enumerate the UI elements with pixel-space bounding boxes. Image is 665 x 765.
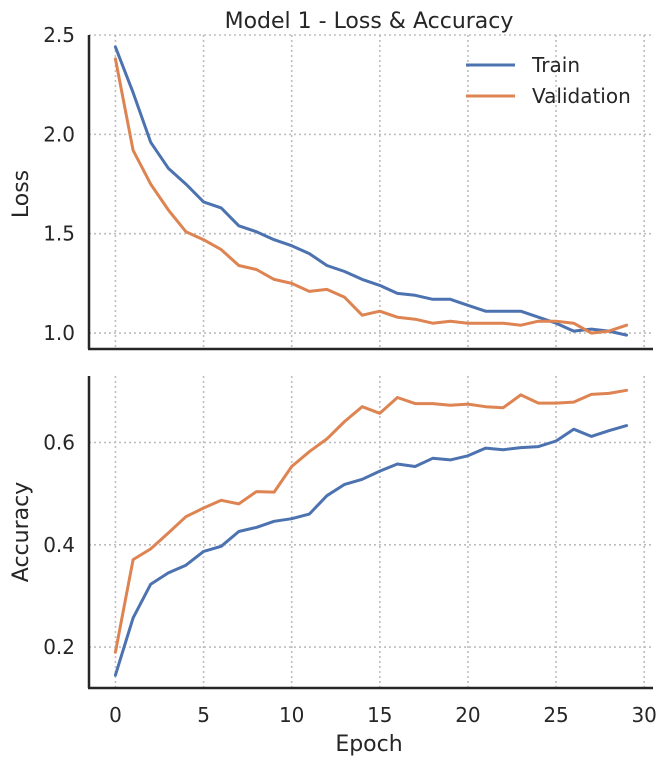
acc-series-validation-line	[113, 388, 629, 654]
loss-y-axis-label: Loss	[9, 170, 34, 218]
x-tick-label: 15	[367, 703, 392, 727]
legend-train-label: Train	[531, 53, 580, 77]
x-tick-label: 25	[543, 703, 568, 727]
loss-series-validation-line	[113, 57, 629, 335]
x-tick-label: 5	[197, 703, 210, 727]
accuracy-grid	[89, 376, 653, 688]
acc-series-train-line	[113, 424, 629, 677]
legend: Train Validation	[466, 53, 631, 108]
acc-y-tick-label: 0.2	[43, 635, 75, 659]
x-tick-label: 10	[279, 703, 304, 727]
legend-validation-label: Validation	[532, 84, 631, 108]
x-tick-label: 0	[109, 703, 122, 727]
loss-y-tick-label: 2.0	[43, 122, 75, 146]
accuracy-y-axis-label: Accuracy	[9, 482, 34, 582]
loss-y-tick-label: 2.5	[43, 23, 75, 47]
acc-y-tick-label: 0.4	[43, 533, 75, 557]
accuracy-series-lines	[113, 388, 629, 677]
loss-series-train-line	[113, 45, 629, 337]
loss-series-lines	[113, 45, 629, 337]
loss-y-ticks: 1.0 1.5 2.0 2.5	[43, 23, 75, 345]
accuracy-x-ticks: 0 5 10 15 20 25 30	[109, 703, 657, 727]
chart-title: Model 1 - Loss & Accuracy	[225, 9, 514, 34]
x-tick-label: 30	[631, 703, 656, 727]
accuracy-y-ticks: 0.2 0.4 0.6	[43, 430, 75, 659]
loss-y-tick-label: 1.5	[43, 222, 75, 246]
loss-grid	[89, 34, 653, 349]
x-tick-label: 20	[455, 703, 480, 727]
loss-panel: 1.0 1.5 2.0 2.5 Loss Train Validation	[9, 23, 653, 351]
accuracy-panel: 0.2 0.4 0.6 0 5 10 15 20 25 30 Accuracy Epoch	[9, 376, 657, 757]
acc-y-tick-label: 0.6	[43, 430, 75, 454]
loss-y-tick-label: 1.0	[43, 321, 75, 345]
x-axis-label: Epoch	[335, 732, 402, 757]
